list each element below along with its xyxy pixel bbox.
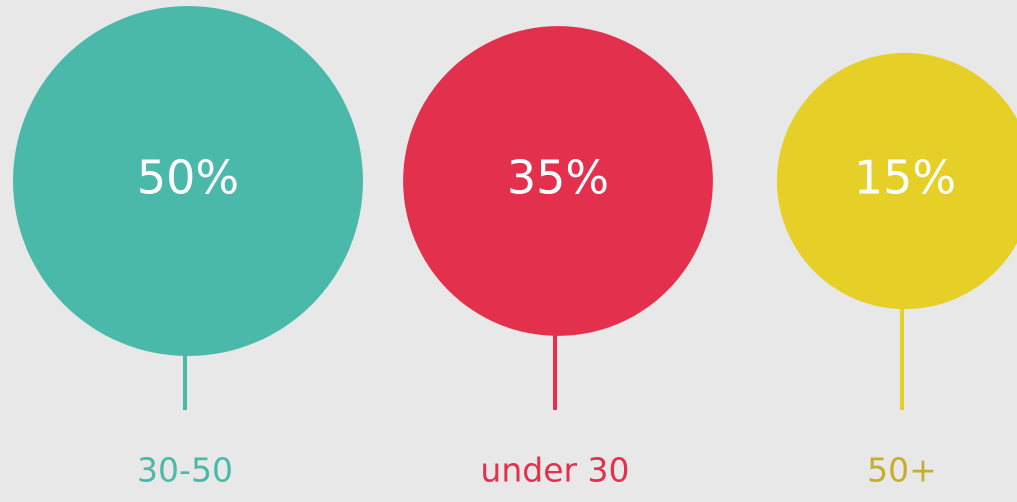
category-label: 30-50 (137, 451, 233, 490)
bubble (13, 6, 363, 356)
bubble (403, 26, 713, 336)
bubble (776, 52, 1017, 310)
value-label: 15% (854, 151, 956, 205)
value-label: 50% (137, 151, 239, 205)
category-label: under 30 (480, 451, 629, 490)
category-label: 50+ (867, 451, 937, 490)
value-label: 35% (507, 151, 609, 205)
